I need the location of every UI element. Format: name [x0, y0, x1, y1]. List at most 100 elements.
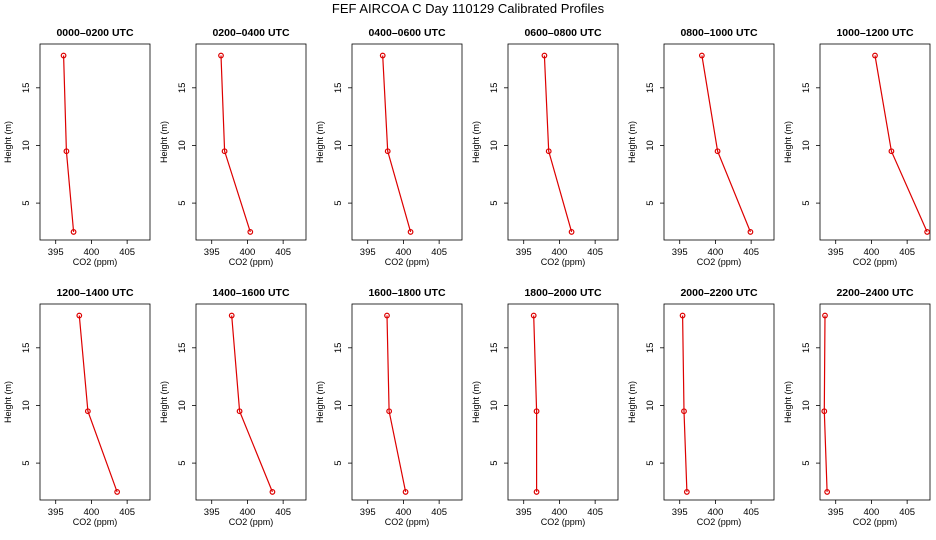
panel-title: 1200–1400 UTC — [56, 287, 133, 299]
data-point — [924, 229, 931, 235]
y-tick-label: 5 — [645, 460, 656, 465]
data-point — [541, 52, 548, 59]
plot-frame — [39, 43, 151, 241]
x-axis-label: CO2 (ppm) — [697, 257, 742, 267]
profile-panel: 0200–0400 UTC 395 400 405 5 10 15 CO2 (ppm) Heig… — [159, 27, 307, 267]
y-axis-label: Height (m) — [471, 381, 481, 423]
panel-title: 2000–2200 UTC — [680, 287, 757, 299]
x-axis-label: CO2 (ppm) — [853, 257, 898, 267]
data-point — [888, 148, 895, 155]
x-tick-label: 400 — [551, 507, 567, 518]
profile-panel: 2000–2200 UTC 395 400 405 5 10 15 CO2 (ppm) Heig… — [627, 287, 775, 527]
data-point — [236, 408, 243, 415]
y-tick-label: 10 — [801, 140, 812, 151]
x-tick-label: 400 — [239, 507, 255, 518]
profile-line — [701, 55, 751, 233]
plot-frame — [351, 43, 463, 241]
y-tick-label: 10 — [333, 140, 344, 151]
x-axis-label: CO2 (ppm) — [229, 257, 274, 267]
x-axis-label: CO2 (ppm) — [697, 517, 742, 527]
profile-panel: 1600–1800 UTC 395 400 405 5 10 15 CO2 (ppm) Heig… — [315, 287, 463, 527]
y-tick-label: 10 — [801, 400, 812, 411]
x-tick-label: 395 — [672, 247, 688, 258]
y-tick-label: 10 — [21, 400, 32, 411]
data-point — [247, 229, 254, 235]
x-tick-label: 405 — [119, 247, 135, 258]
y-axis-label: Height (m) — [627, 121, 637, 163]
y-tick-label: 5 — [801, 200, 812, 205]
profile-line — [533, 315, 538, 492]
plot-frame — [195, 43, 307, 241]
y-tick-label: 5 — [489, 200, 500, 205]
data-point — [63, 148, 70, 155]
data-point — [545, 148, 552, 155]
data-point — [221, 148, 228, 155]
panel-title: 0400–0600 UTC — [368, 27, 445, 39]
data-point — [228, 312, 235, 319]
plot-frame — [663, 303, 775, 501]
y-tick-label: 5 — [21, 200, 32, 205]
data-point — [84, 408, 91, 415]
x-tick-label: 400 — [707, 507, 723, 518]
y-tick-label: 15 — [177, 83, 188, 94]
plot-frame — [507, 43, 619, 241]
data-point — [402, 489, 409, 495]
y-tick-label: 10 — [177, 400, 188, 411]
y-axis-label: Height (m) — [315, 381, 325, 423]
profile-line — [682, 315, 688, 492]
panel-title: 1800–2000 UTC — [524, 287, 601, 299]
data-point — [747, 229, 754, 235]
y-axis-label: Height (m) — [783, 381, 793, 423]
x-tick-label: 395 — [672, 507, 688, 518]
data-point — [872, 52, 878, 59]
panel-title: 0000–0200 UTC — [56, 27, 133, 39]
x-tick-label: 405 — [587, 247, 603, 258]
profile-line — [220, 55, 251, 233]
y-tick-label: 10 — [645, 400, 656, 411]
data-point — [681, 408, 687, 415]
x-tick-label: 395 — [516, 247, 532, 258]
profile-line — [823, 315, 828, 492]
x-tick-label: 405 — [119, 507, 135, 518]
profile-panel: 1800–2000 UTC 395 400 405 5 10 15 CO2 (ppm) Heig… — [471, 287, 619, 527]
profile-panel: 0400–0600 UTC 395 400 405 5 10 15 CO2 (ppm) Heig… — [315, 27, 463, 267]
y-tick-label: 10 — [489, 400, 500, 411]
data-point — [533, 489, 540, 495]
y-tick-label: 15 — [177, 343, 188, 354]
y-tick-label: 10 — [333, 400, 344, 411]
y-axis-label: Height (m) — [159, 121, 169, 163]
x-axis-label: CO2 (ppm) — [385, 257, 430, 267]
x-tick-label: 395 — [828, 247, 844, 258]
x-axis-label: CO2 (ppm) — [541, 517, 586, 527]
profile-line — [543, 55, 573, 233]
plot-frame — [819, 43, 931, 241]
x-tick-label: 395 — [48, 507, 64, 518]
data-point — [218, 52, 224, 59]
y-tick-label: 5 — [333, 200, 344, 205]
y-axis-label: Height (m) — [3, 381, 13, 423]
data-point — [407, 229, 414, 235]
y-tick-label: 5 — [21, 460, 32, 465]
x-axis-label: CO2 (ppm) — [541, 257, 586, 267]
plot-frame — [507, 303, 619, 501]
y-tick-label: 15 — [489, 83, 500, 94]
y-tick-label: 5 — [177, 460, 188, 465]
y-axis-label: Height (m) — [783, 121, 793, 163]
profile-line — [874, 55, 928, 233]
profile-line — [386, 315, 407, 493]
x-tick-label: 400 — [395, 507, 411, 518]
x-axis-label: CO2 (ppm) — [229, 517, 274, 527]
x-tick-label: 400 — [551, 247, 567, 258]
x-tick-label: 400 — [863, 247, 879, 258]
data-point — [384, 312, 390, 319]
x-axis-label: CO2 (ppm) — [853, 517, 898, 527]
x-tick-label: 405 — [587, 507, 603, 518]
profile-panel: 0800–1000 UTC 395 400 405 5 10 15 CO2 (ppm) Heig… — [627, 27, 775, 267]
data-point — [824, 489, 831, 495]
plot-frame — [351, 303, 463, 501]
x-tick-label: 395 — [204, 247, 220, 258]
data-point — [379, 52, 386, 59]
y-tick-label: 5 — [801, 460, 812, 465]
x-tick-label: 400 — [83, 247, 99, 258]
profile-panel: 1400–1600 UTC 395 400 405 5 10 15 CO2 (ppm) Heig… — [159, 287, 307, 527]
